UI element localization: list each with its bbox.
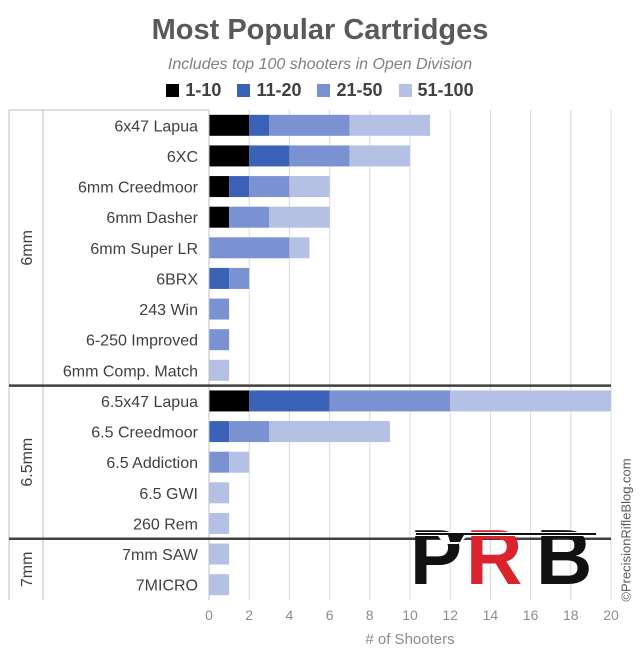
category-label: 6mm Super LR bbox=[90, 241, 198, 258]
chart-subtitle: Includes top 100 shooters in Open Divisi… bbox=[167, 56, 473, 73]
bar-21-50-6x47-lapua bbox=[269, 114, 350, 136]
legend-swatch-11-20 bbox=[237, 84, 251, 97]
category-label: 7MICRO bbox=[136, 578, 198, 595]
bar-21-50-6brx bbox=[229, 267, 250, 289]
category-label: 260 Rem bbox=[133, 516, 198, 533]
legend: 1-10 11-20 21-50 51-100 bbox=[0, 80, 640, 101]
legend-item-21-50: 21-50 bbox=[317, 80, 383, 101]
legend-swatch-51-100 bbox=[398, 84, 412, 97]
bar-21-50-6-5-creedmoor bbox=[229, 421, 270, 443]
x-tick-label: 14 bbox=[483, 607, 499, 623]
x-tick-label: 2 bbox=[245, 607, 253, 623]
category-label: 6.5x47 Lapua bbox=[101, 394, 198, 411]
bar-51-100-7micro bbox=[209, 574, 230, 596]
bar-1-10-6xc bbox=[209, 145, 250, 167]
bar-51-100-6mm-super-lr bbox=[289, 237, 310, 259]
bar-21-50-6-5-addiction bbox=[209, 451, 230, 473]
legend-label-51-100: 51-100 bbox=[417, 80, 474, 100]
prb-logo: P R B bbox=[410, 514, 598, 586]
legend-item-1-10: 1-10 bbox=[166, 80, 221, 101]
watermark-text: ©PrecisionRifleBlog.com bbox=[618, 458, 634, 602]
bar-11-20-6mm-creedmoor bbox=[229, 176, 250, 198]
legend-label-11-20: 11-20 bbox=[256, 80, 302, 100]
x-tick-label: 16 bbox=[523, 607, 539, 623]
bar-21-50-6mm-super-lr bbox=[209, 237, 290, 259]
bar-21-50-243-win bbox=[209, 298, 230, 320]
bar-1-10-6mm-creedmoor bbox=[209, 176, 230, 198]
x-tick-label: 0 bbox=[205, 607, 213, 623]
legend-swatch-21-50 bbox=[317, 84, 331, 97]
bar-1-10-6mm-dasher bbox=[209, 206, 230, 228]
x-tick-label: 20 bbox=[603, 607, 619, 623]
category-label: 6BRX bbox=[156, 271, 198, 288]
x-tick-label: 6 bbox=[326, 607, 334, 623]
bar-51-100-6mm-comp-match bbox=[209, 359, 230, 381]
x-tick-label: 10 bbox=[402, 607, 418, 623]
bar-21-50-6-5x47-lapua bbox=[329, 390, 451, 412]
x-tick-label: 4 bbox=[286, 607, 294, 623]
category-label: 6mm Comp. Match bbox=[63, 363, 198, 380]
bar-51-100-6x47-lapua bbox=[349, 114, 431, 136]
bar-21-50-6-250-improved bbox=[209, 329, 230, 351]
bar-11-20-6-5-creedmoor bbox=[209, 421, 230, 443]
group-label: 7mm bbox=[19, 552, 36, 588]
x-tick-label: 8 bbox=[366, 607, 374, 623]
bar-51-100-6-5x47-lapua bbox=[450, 390, 611, 412]
svg-text:P: P bbox=[410, 514, 462, 586]
bar-51-100-6mm-dasher bbox=[269, 206, 330, 228]
bar-21-50-6mm-creedmoor bbox=[249, 176, 290, 198]
bar-51-100-6-5-addiction bbox=[229, 451, 250, 473]
category-label: 243 Win bbox=[139, 302, 198, 319]
bar-11-20-6x47-lapua bbox=[249, 114, 270, 136]
bar-51-100-7mm-saw bbox=[209, 543, 230, 565]
bar-1-10-6-5x47-lapua bbox=[209, 390, 250, 412]
legend-label-1-10: 1-10 bbox=[185, 80, 222, 100]
category-label: 6mm Creedmoor bbox=[78, 180, 199, 197]
category-label: 6.5 Creedmoor bbox=[91, 425, 198, 442]
legend-swatch-1-10 bbox=[166, 84, 180, 97]
bar-51-100-6-5-creedmoor bbox=[269, 421, 390, 443]
bar-21-50-6xc bbox=[289, 145, 350, 167]
category-label: 6XC bbox=[167, 149, 198, 166]
watermark: ©PrecisionRifleBlog.com bbox=[616, 430, 636, 630]
category-label: 7mm SAW bbox=[122, 547, 199, 564]
bar-51-100-260-rem bbox=[209, 512, 230, 534]
svg-text:B: B bbox=[536, 514, 592, 586]
bar-51-100-6xc bbox=[349, 145, 410, 167]
category-label: 6x47 Lapua bbox=[114, 118, 198, 135]
x-tick-label: 18 bbox=[563, 607, 579, 623]
chart-title: Most Popular Cartridges bbox=[151, 14, 489, 46]
legend-item-11-20: 11-20 bbox=[237, 80, 301, 101]
x-axis-label: # of Shooters bbox=[365, 631, 454, 648]
legend-label-21-50: 21-50 bbox=[336, 80, 383, 100]
group-label: 6.5mm bbox=[19, 438, 36, 487]
bar-11-20-6brx bbox=[209, 267, 230, 289]
category-label: 6mm Dasher bbox=[106, 210, 198, 227]
bar-21-50-6mm-dasher bbox=[229, 206, 270, 228]
bar-11-20-6-5x47-lapua bbox=[249, 390, 330, 412]
bar-51-100-6-5-gwi bbox=[209, 482, 230, 504]
bar-11-20-6xc bbox=[249, 145, 290, 167]
bar-1-10-6x47-lapua bbox=[209, 114, 250, 136]
group-label: 6mm bbox=[19, 230, 36, 266]
bar-51-100-6mm-creedmoor bbox=[289, 176, 330, 198]
category-label: 6.5 GWI bbox=[139, 486, 198, 503]
x-tick-label: 12 bbox=[442, 607, 458, 623]
category-label: 6.5 Addiction bbox=[106, 455, 198, 472]
svg-text:R: R bbox=[466, 514, 522, 586]
category-label: 6-250 Improved bbox=[86, 333, 198, 350]
legend-item-51-100: 51-100 bbox=[398, 80, 474, 101]
